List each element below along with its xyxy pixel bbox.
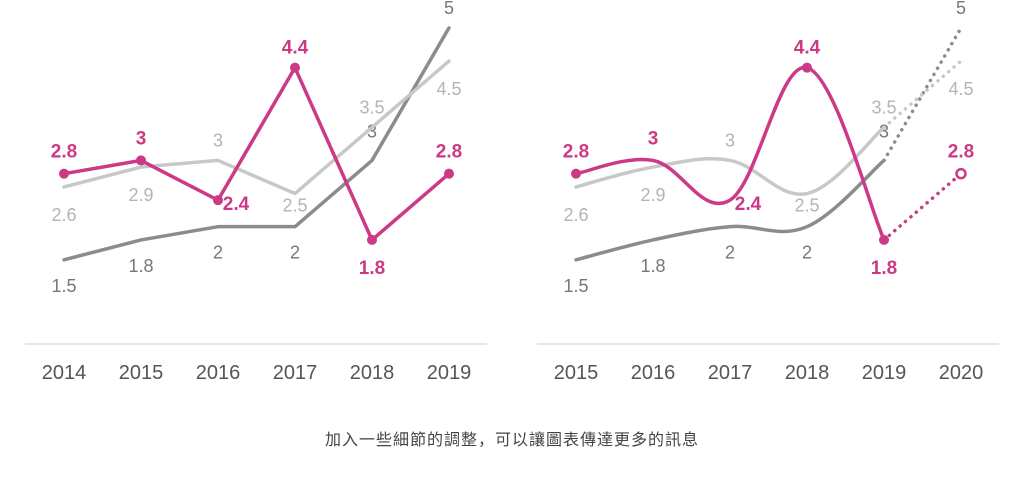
right-x-tick-label: 2016 — [631, 362, 676, 384]
right-pink-value-label: 1.8 — [871, 258, 897, 279]
right-pink-value-label: 3 — [648, 128, 659, 149]
right-light-value-label: 3.5 — [871, 97, 896, 117]
right-dark-value-label: 5 — [956, 0, 966, 18]
left-line-chart: 2014 2015 2016 2017 2018 2019 1.5 1.8 2 2 3 5 2.6 2.9… — [25, 0, 487, 384]
right-dark-line — [574, 158, 886, 262]
right-pink-point — [955, 167, 967, 180]
left-light-value-label: 4.5 — [436, 79, 461, 99]
right-pink-value-label: 2.4 — [735, 194, 762, 215]
right-pink-line — [574, 65, 886, 242]
left-pink-line — [62, 65, 451, 242]
left-x-tick-label: 2014 — [42, 362, 87, 384]
right-dark-value-label: 2 — [725, 243, 735, 263]
left-dark-value-label: 1.5 — [51, 276, 76, 296]
left-series-pink: 2.8 3 2.4 4.4 1.8 2.8 — [51, 38, 462, 279]
left-x-tick-label: 2018 — [350, 362, 395, 384]
chart-caption: 加入一些細節的調整，可以讓圖表傳達更多的訊息 — [324, 430, 699, 449]
left-pink-value-label: 2.4 — [223, 194, 250, 215]
right-x-tick-label: 2015 — [554, 362, 599, 384]
left-x-tick-label: 2016 — [196, 362, 241, 384]
left-pink-point — [213, 195, 223, 206]
left-pink-value-label: 4.4 — [282, 38, 309, 59]
left-light-value-label: 2.5 — [282, 196, 307, 216]
right-light-value-label: 4.5 — [948, 79, 973, 99]
left-pink-value-label: 2.8 — [51, 142, 77, 163]
left-dark-value-label: 5 — [444, 0, 454, 18]
left-pink-point — [290, 62, 300, 73]
right-light-line — [574, 125, 886, 196]
left-dark-line — [62, 26, 451, 262]
left-pink-point — [136, 155, 146, 166]
left-x-tick-label: 2017 — [273, 362, 318, 384]
right-dark-value-label: 1.8 — [640, 256, 665, 276]
right-series-pink: 2.8 3 2.4 4.4 1.8 2.8 — [563, 38, 974, 279]
right-light-value-label: 2.6 — [563, 205, 588, 225]
right-series-dark: 1.5 1.8 2 2 3 5 — [563, 0, 966, 296]
right-series-light: 2.6 2.9 3 2.5 3.5 4.5 — [563, 59, 974, 225]
right-pink-forecast-line — [882, 171, 963, 242]
right-dark-value-label: 1.5 — [563, 276, 588, 296]
right-line-chart: 2015 2016 2017 2018 2019 2020 1.5 1.8 2 2 3 5 2.6 2.9… — [537, 0, 999, 384]
right-light-value-label: 2.5 — [794, 196, 819, 216]
left-pink-point — [444, 168, 454, 179]
left-dark-value-label: 3 — [367, 121, 377, 141]
left-dark-value-label: 2 — [290, 243, 300, 263]
right-x-tick-label: 2019 — [862, 362, 907, 384]
right-pink-point — [571, 168, 581, 179]
left-pink-point — [367, 234, 377, 245]
right-dark-value-label: 3 — [879, 121, 889, 141]
left-x-tick-label: 2019 — [427, 362, 472, 384]
left-dark-value-label: 1.8 — [128, 256, 153, 276]
right-pink-value-label: 4.4 — [794, 38, 821, 59]
left-light-value-label: 3 — [213, 130, 223, 150]
left-light-line — [62, 59, 451, 196]
right-pink-point — [802, 62, 812, 73]
right-light-forecast-line — [882, 59, 963, 130]
left-light-value-label: 2.6 — [51, 205, 76, 225]
right-x-tick-label: 2020 — [939, 362, 984, 384]
right-pink-value-label: 2.8 — [948, 142, 974, 163]
left-series-light: 2.6 2.9 3 2.5 3.5 4.5 — [51, 59, 462, 225]
left-dark-value-label: 2 — [213, 243, 223, 263]
right-x-tick-label: 2017 — [708, 362, 753, 384]
right-dark-value-label: 2 — [802, 243, 812, 263]
right-light-value-label: 2.9 — [640, 185, 665, 205]
left-light-value-label: 3.5 — [359, 97, 384, 117]
right-x-tick-label: 2018 — [785, 362, 830, 384]
left-pink-value-label: 2.8 — [436, 142, 462, 163]
left-light-value-label: 2.9 — [128, 185, 153, 205]
right-light-value-label: 3 — [725, 130, 735, 150]
right-pink-point — [879, 234, 889, 245]
left-x-tick-label: 2015 — [119, 362, 164, 384]
left-series-dark: 1.5 1.8 2 2 3 5 — [51, 0, 454, 296]
left-pink-value-label: 1.8 — [359, 258, 385, 279]
left-pink-value-label: 3 — [136, 128, 147, 149]
left-pink-point — [59, 168, 69, 179]
right-pink-value-label: 2.8 — [563, 142, 589, 163]
